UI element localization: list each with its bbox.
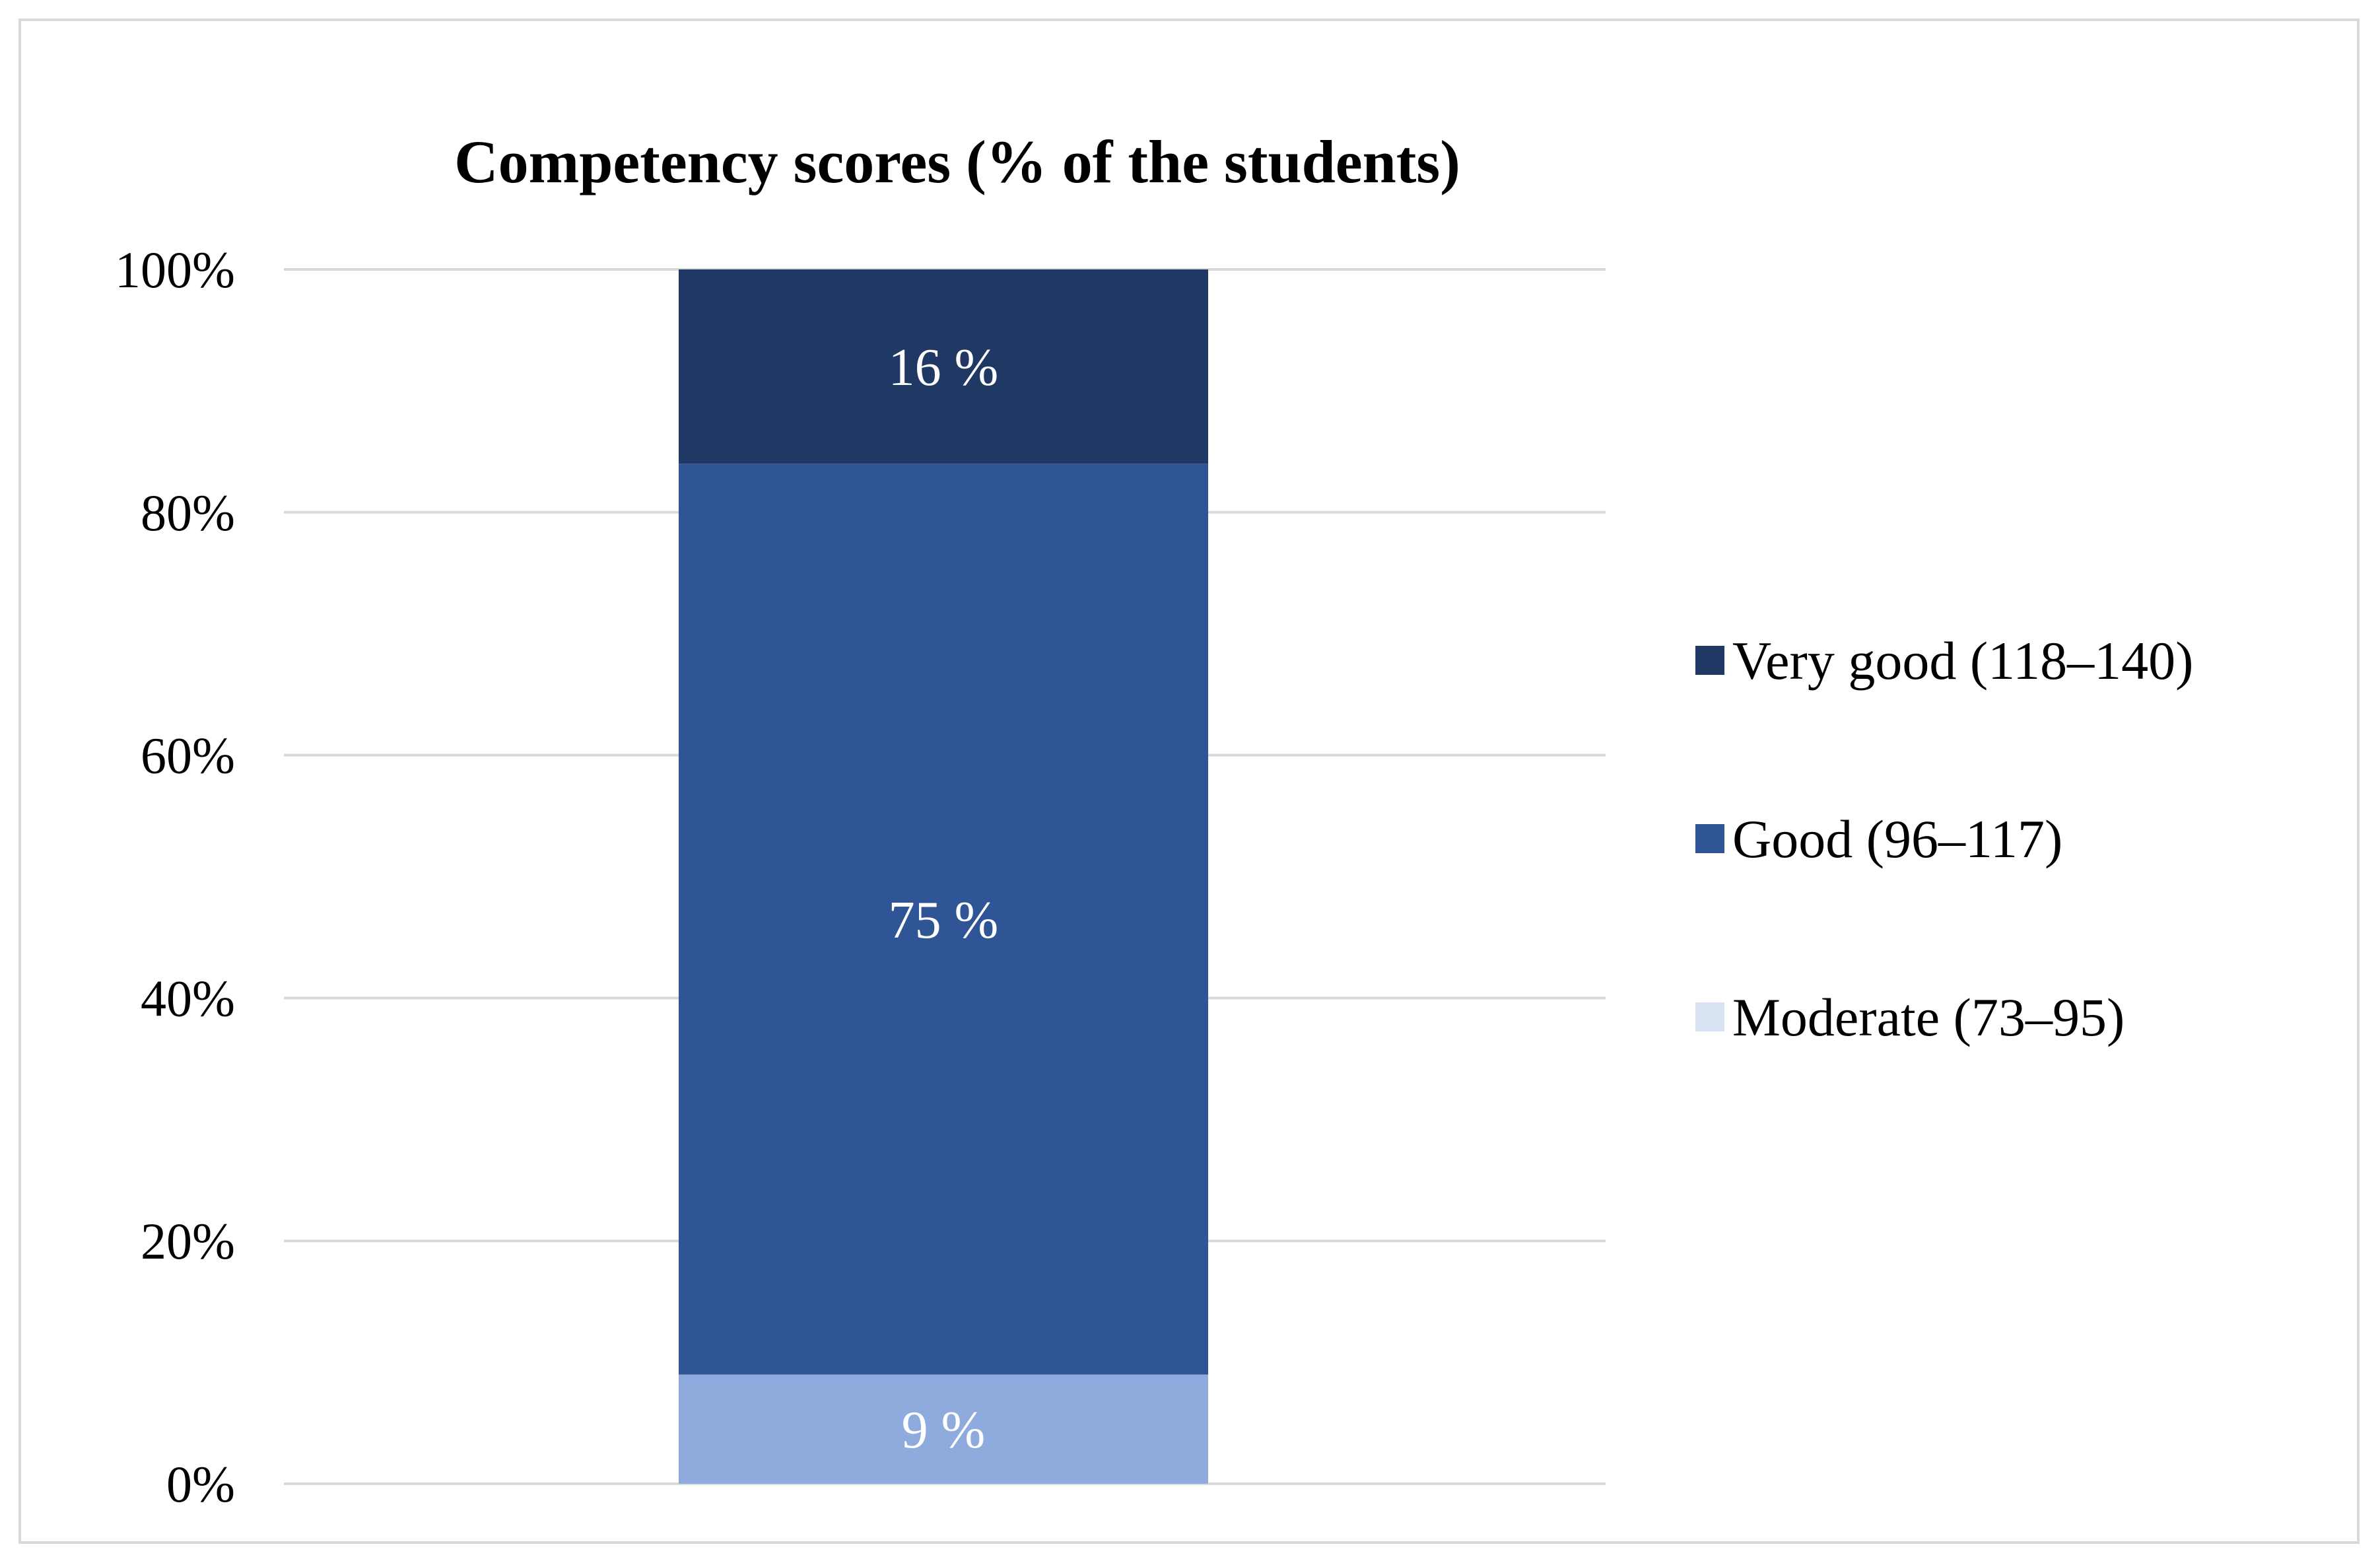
legend-swatch: [1695, 824, 1724, 853]
bar-segment: [679, 464, 1208, 1375]
bar-segment: [679, 269, 1208, 464]
legend-swatch: [1695, 646, 1724, 675]
legend: Very good (118–140) Good (96–117) Moderate…: [1695, 631, 2193, 1047]
y-tick-label: 0%: [166, 1455, 235, 1513]
y-tick-label: 20%: [141, 1212, 235, 1270]
y-axis-ticks: 0% 20% 40% 60% 80% 100%: [115, 241, 235, 1513]
data-label: 75 %: [889, 891, 999, 950]
y-tick-label: 60%: [141, 727, 235, 784]
legend-label: Very good (118–140): [1732, 631, 2193, 691]
data-label: 9 %: [902, 1401, 986, 1459]
legend-label: Moderate (73–95): [1732, 987, 2125, 1047]
legend-label: Good (96–117): [1732, 809, 2062, 869]
y-tick-label: 40%: [141, 969, 235, 1027]
legend-swatch: [1695, 1002, 1724, 1031]
chart-title: Competency scores (% of the students): [454, 128, 1460, 195]
stacked-bar: [679, 269, 1208, 1484]
y-tick-label: 100%: [115, 241, 235, 298]
data-labels: 9 % 75 % 16 %: [889, 339, 999, 1459]
bar-segment: [679, 1374, 1208, 1484]
data-label: 16 %: [889, 339, 999, 397]
y-tick-label: 80%: [141, 484, 235, 541]
